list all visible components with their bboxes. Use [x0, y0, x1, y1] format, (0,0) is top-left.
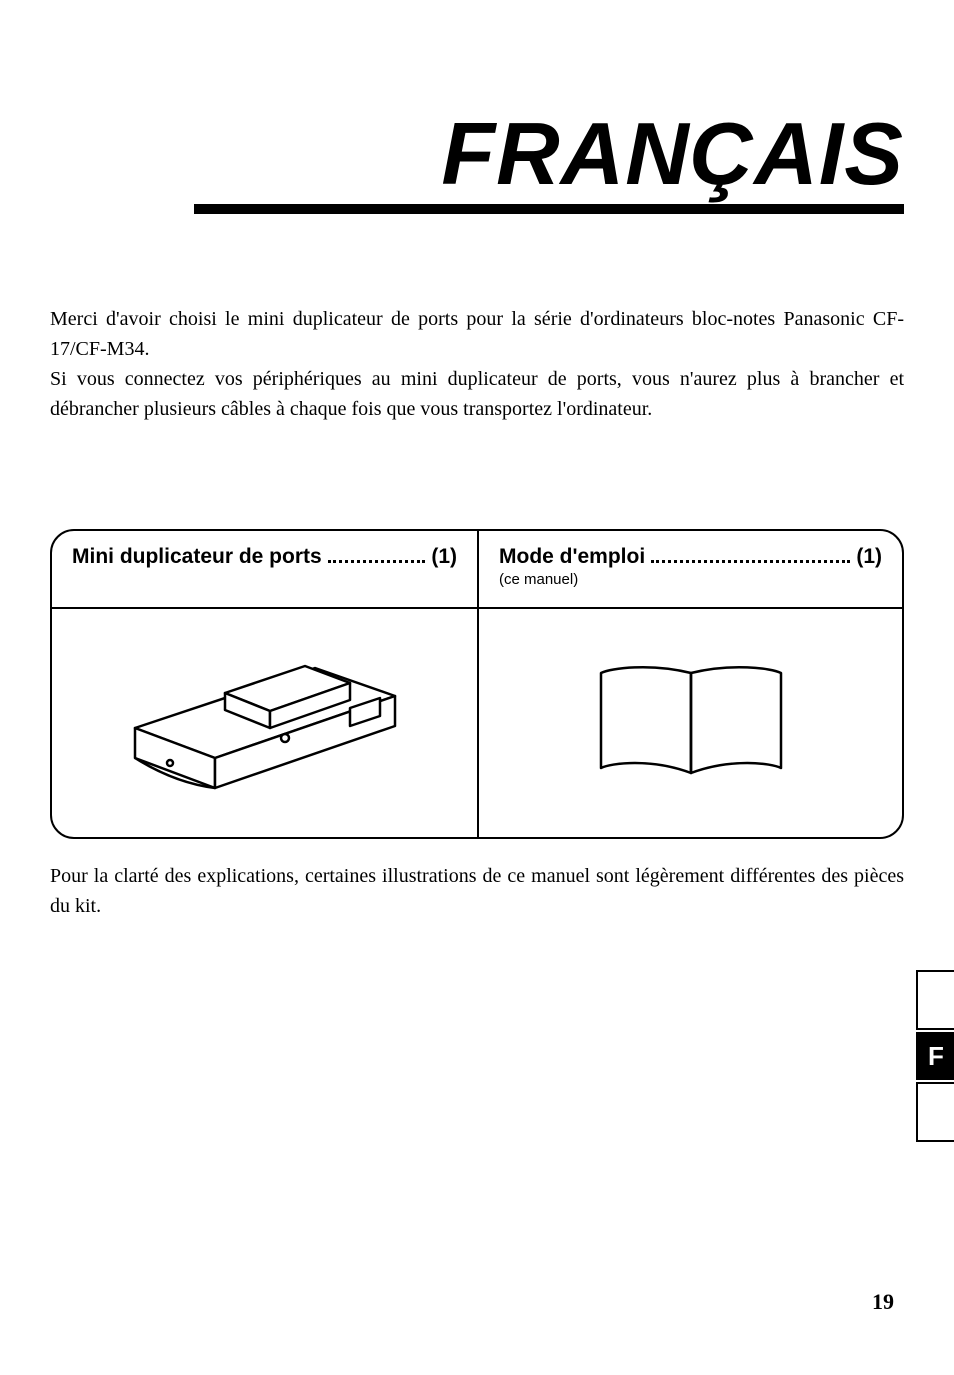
kit-qty-manual: (1): [856, 545, 882, 569]
port-replicator-icon: [115, 638, 415, 808]
language-tab-empty-bottom: [916, 1082, 954, 1142]
language-tabs: F: [916, 970, 954, 1144]
title-rule: [194, 204, 904, 214]
illustration-note: Pour la clarté des explications, certain…: [50, 861, 904, 921]
kit-qty-duplicator: (1): [431, 545, 457, 569]
language-tab-current: F: [916, 1032, 954, 1080]
leader-dots: [328, 545, 426, 563]
language-tab-letter: F: [928, 1041, 944, 1072]
kit-col-manual: Mode d'emploi (1) (ce manuel): [477, 531, 902, 837]
kit-head-duplicator: Mini duplicateur de ports (1): [52, 531, 477, 609]
intro-p1: Merci d'avoir choisi le mini duplicateur…: [50, 304, 904, 364]
kit-contents-table: Mini duplicateur de ports (1): [50, 529, 904, 839]
intro-p2: Si vous connectez vos périphériques au m…: [50, 364, 904, 424]
kit-col-duplicator: Mini duplicateur de ports (1): [52, 531, 477, 837]
title-block: FRANÇAIS: [50, 110, 904, 214]
page-title: FRANÇAIS: [50, 110, 904, 198]
kit-subhead-manual: (ce manuel): [499, 571, 882, 588]
kit-label-duplicator: Mini duplicateur de ports: [72, 545, 322, 569]
kit-head-manual: Mode d'emploi (1) (ce manuel): [479, 531, 902, 609]
kit-label-manual: Mode d'emploi: [499, 545, 645, 569]
leader-dots: [651, 545, 850, 563]
language-tab-empty-top: [916, 970, 954, 1030]
kit-illustration-duplicator: [52, 609, 477, 837]
kit-illustration-manual: [479, 609, 902, 837]
page-number: 19: [872, 1289, 894, 1315]
intro-text: Merci d'avoir choisi le mini duplicateur…: [50, 304, 904, 424]
open-book-icon: [581, 653, 801, 793]
